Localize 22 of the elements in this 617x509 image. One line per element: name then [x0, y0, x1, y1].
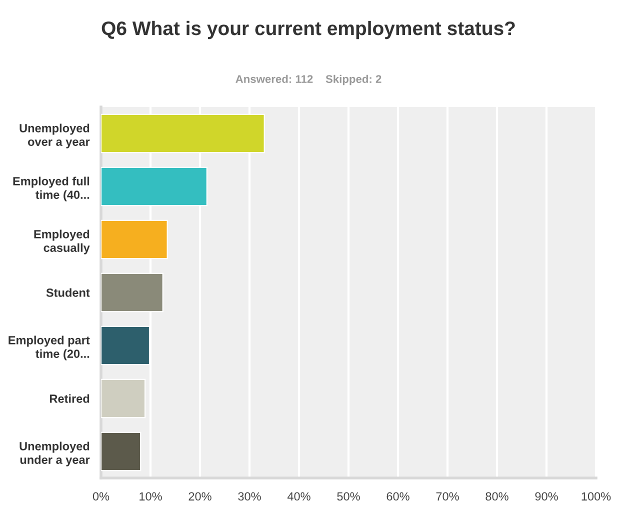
y-tick-label: Retired — [50, 394, 90, 403]
x-tick-label: 40% — [287, 492, 310, 501]
bar — [101, 432, 142, 472]
x-tick-label: 90% — [535, 492, 558, 501]
x-tick-label: 10% — [140, 492, 162, 501]
y-tick-label: Employed full time (40... — [13, 176, 90, 202]
y-tick-label: Student — [46, 288, 90, 297]
y-tick-label: Unemployed under a year — [20, 442, 90, 466]
chart-subtitle: Answered: 112 Skipped: 2 — [236, 74, 382, 86]
bar — [101, 378, 146, 418]
x-tick-label: 20% — [188, 492, 212, 501]
chart-title: Q6 What is your current employment status? — [102, 20, 515, 40]
y-tick-label: Employed casually — [34, 230, 90, 254]
x-tick-label: 60% — [386, 492, 410, 501]
x-tick-label: 30% — [238, 492, 261, 501]
x-tick-label: 80% — [486, 492, 508, 501]
x-tick-label: 0% — [92, 492, 110, 501]
y-tick-label: Employed part time (20... — [8, 336, 90, 360]
x-tick-label: 70% — [436, 492, 459, 501]
x-tick-label: 100% — [582, 492, 611, 501]
y-tick-label: Unemployed over a year — [20, 124, 90, 148]
x-tick-label: 50% — [337, 492, 360, 501]
